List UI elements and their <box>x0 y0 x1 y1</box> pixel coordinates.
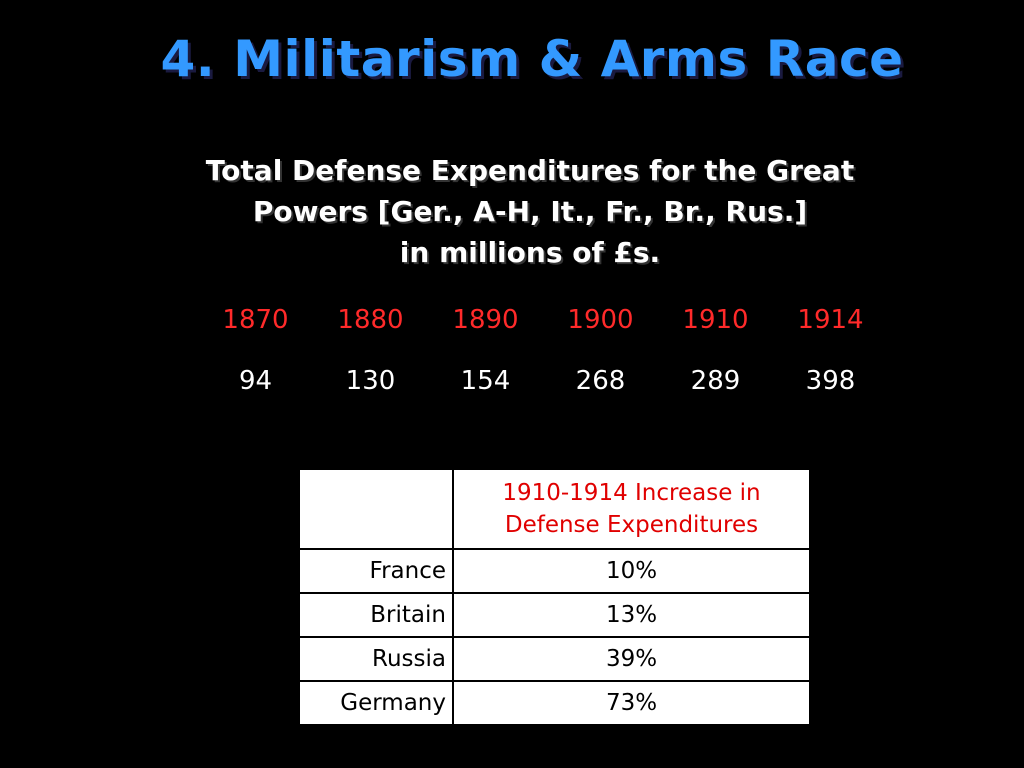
table-header-line-2: Defense Expenditures <box>504 512 759 538</box>
table-header-line-1: 1910-1914 Increase in <box>502 480 761 506</box>
year-label: 1914 <box>797 305 864 335</box>
expenditure-value: 94 <box>238 366 273 396</box>
table-row: Russia 39% <box>298 636 811 682</box>
increase-cell: 10% <box>452 548 811 594</box>
year-label: 1900 <box>567 305 634 335</box>
country-cell: Russia <box>298 636 454 682</box>
table-corner-cell <box>298 468 454 550</box>
slide-subtitle: Total Defense Expenditures for the Great… <box>170 150 890 273</box>
increase-cell: 73% <box>452 680 811 726</box>
country-cell: France <box>298 548 454 594</box>
expenditure-value: 154 <box>460 366 511 396</box>
year-label: 1880 <box>337 305 404 335</box>
subtitle-line-2: Powers [Ger., A-H, It., Fr., Br., Rus.] <box>252 195 808 228</box>
country-cell: Germany <box>298 680 454 726</box>
expenditure-value: 289 <box>690 366 741 396</box>
expenditure-values-row: 94 130 154 268 289 398 <box>198 366 888 396</box>
table-row: Britain 13% <box>298 592 811 638</box>
year-label: 1910 <box>682 305 749 335</box>
expenditure-years-row: 1870 1880 1890 1900 1910 1914 <box>198 305 888 335</box>
expenditure-value: 398 <box>805 366 856 396</box>
country-cell: Britain <box>298 592 454 638</box>
increase-cell: 39% <box>452 636 811 682</box>
year-label: 1890 <box>452 305 519 335</box>
year-label: 1870 <box>222 305 289 335</box>
increase-table: 1910-1914 Increase in Defense Expenditur… <box>298 468 811 726</box>
subtitle-line-3: in millions of £s. <box>399 236 661 269</box>
expenditure-value: 130 <box>345 366 396 396</box>
table-row: Germany 73% <box>298 680 811 726</box>
table-header-cell: 1910-1914 Increase in Defense Expenditur… <box>452 468 811 550</box>
expenditure-value: 268 <box>575 366 626 396</box>
table-header-row: 1910-1914 Increase in Defense Expenditur… <box>298 468 811 550</box>
slide-title: 4. Militarism & Arms Race <box>160 30 904 88</box>
table-row: France 10% <box>298 548 811 594</box>
subtitle-line-1: Total Defense Expenditures for the Great <box>205 154 855 187</box>
increase-cell: 13% <box>452 592 811 638</box>
